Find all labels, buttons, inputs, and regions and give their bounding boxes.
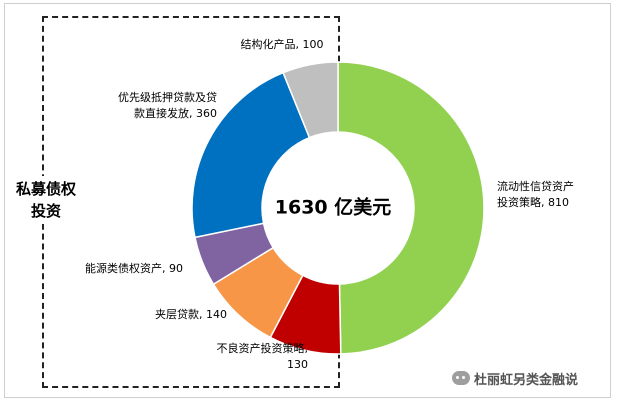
private-debt-label-line1: 私募债权 [15, 180, 76, 198]
center-total-label: 1630 亿美元 [275, 196, 392, 219]
slice-label: 不良资产投资策略, 130 [217, 341, 309, 371]
private-debt-label-line2: 投资 [30, 202, 61, 220]
slice-label: 夹层贷款, 140 [155, 307, 227, 321]
private-debt-label: 私募债权 投资 [6, 176, 86, 224]
donut-slice [191, 71, 311, 239]
wechat-icon [452, 371, 470, 385]
slice-label: 优先级抵押贷款及贷款直接发放, 360 [118, 90, 217, 120]
slice-label: 流动性信贷资产投资策略, 810 [497, 179, 574, 209]
watermark-text: 杜丽虹另类金融说 [474, 372, 579, 388]
slice-label: 结构化产品, 100 [241, 37, 324, 51]
donut-hole [262, 132, 414, 284]
watermark: 杜丽虹另类金融说 [452, 368, 578, 388]
slice-label: 能源类债权资产, 90 [85, 261, 183, 275]
